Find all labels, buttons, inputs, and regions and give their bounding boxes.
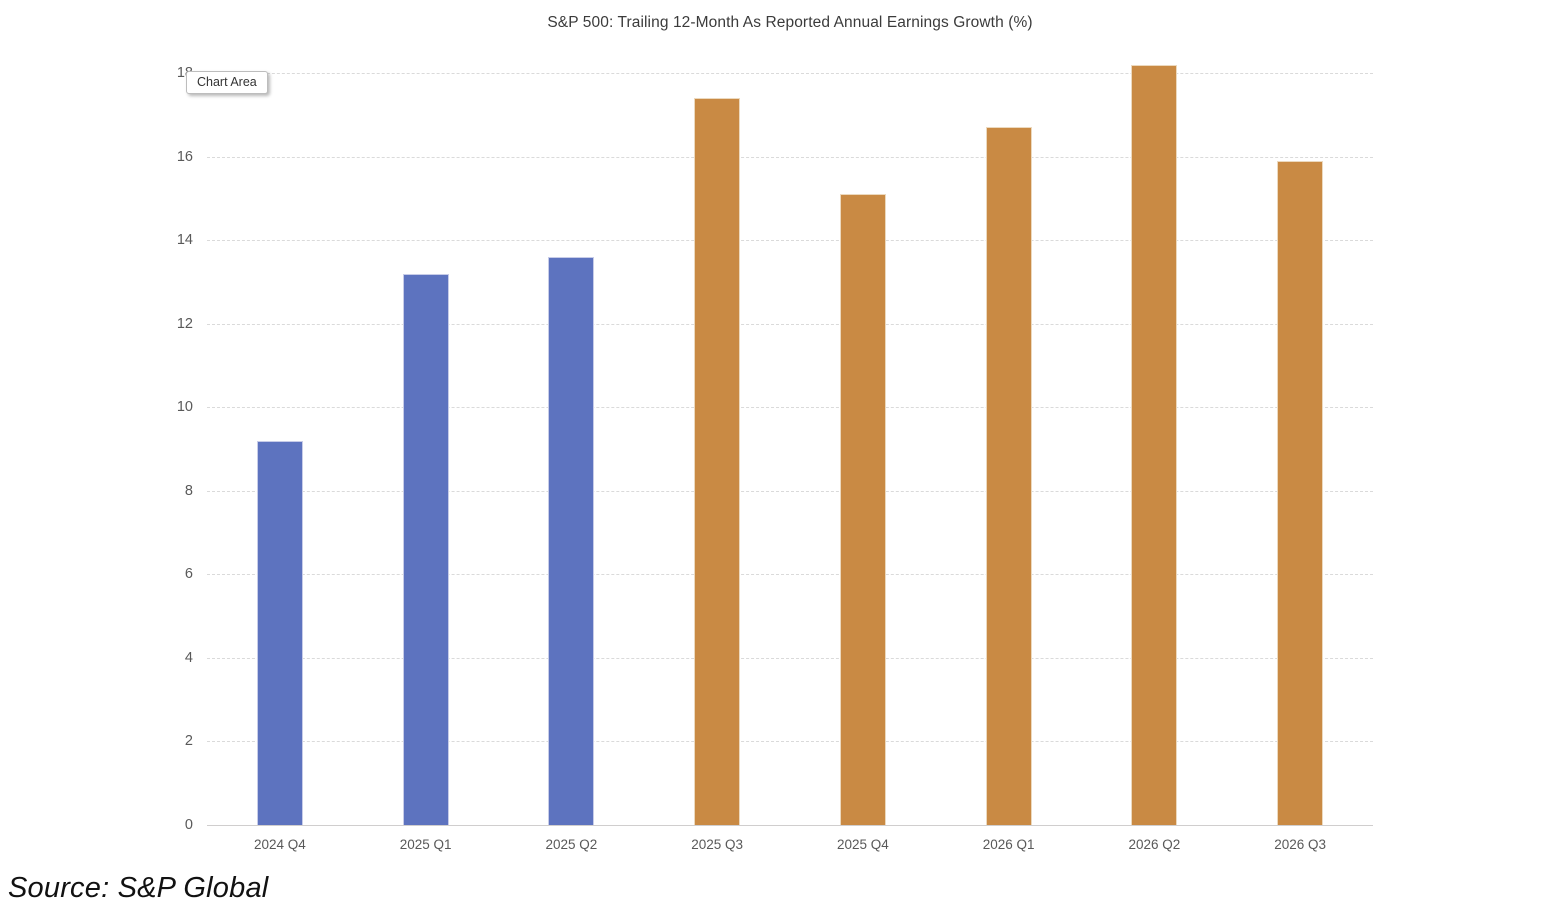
ytick-label-8: 8 <box>184 482 193 499</box>
bar-2026-q2[interactable] <box>1131 64 1178 825</box>
bar-2026-q1[interactable] <box>985 127 1032 825</box>
gridline-y-4 <box>207 657 1373 659</box>
bar-2025-q4[interactable] <box>839 194 886 825</box>
bar-2026-q3[interactable] <box>1277 160 1324 825</box>
ytick-label-0: 0 <box>184 817 193 833</box>
xtick-label-2025-q1: 2025 Q1 <box>399 837 452 852</box>
bar-2025-q3[interactable] <box>694 98 741 825</box>
gridline-y-8 <box>207 490 1373 492</box>
gridline-y-12 <box>207 323 1373 325</box>
bar-2025-q1[interactable] <box>402 273 449 825</box>
ytick-label-12: 12 <box>176 315 193 332</box>
xtick-label-2025-q2: 2025 Q2 <box>545 837 598 852</box>
chart-area-tooltip: Chart Area <box>186 71 268 94</box>
xtick-label-2025-q3: 2025 Q3 <box>691 837 744 852</box>
gridline-y-6 <box>207 574 1373 576</box>
xtick-label-2026-q1: 2026 Q1 <box>982 837 1035 852</box>
bar-2024-q4[interactable] <box>256 440 303 825</box>
ytick-label-16: 16 <box>176 148 193 165</box>
gridline-y-2 <box>207 741 1373 743</box>
gridline-y-16 <box>207 156 1373 158</box>
gridline-y-14 <box>207 240 1373 242</box>
chart-title: S&P 500: Trailing 12-Month As Reported A… <box>547 14 1033 31</box>
gridline-y-18 <box>207 73 1373 74</box>
xtick-label-2024-q4: 2024 Q4 <box>253 837 306 852</box>
ytick-label-14: 14 <box>176 232 193 249</box>
ytick-label-10: 10 <box>176 399 193 416</box>
source-note: Source: S&P Global <box>8 872 269 904</box>
xtick-label-2026-q2: 2026 Q2 <box>1128 837 1181 852</box>
xtick-label-2025-q4: 2025 Q4 <box>836 837 889 852</box>
ytick-label-2: 2 <box>184 733 193 750</box>
gridline-y-10 <box>207 407 1373 409</box>
ytick-label-6: 6 <box>184 566 193 583</box>
xtick-label-2026-q3: 2026 Q3 <box>1274 837 1327 852</box>
ytick-label-4: 4 <box>184 649 193 666</box>
x-axis-line <box>207 825 1373 826</box>
bar-2025-q2[interactable] <box>548 256 595 825</box>
